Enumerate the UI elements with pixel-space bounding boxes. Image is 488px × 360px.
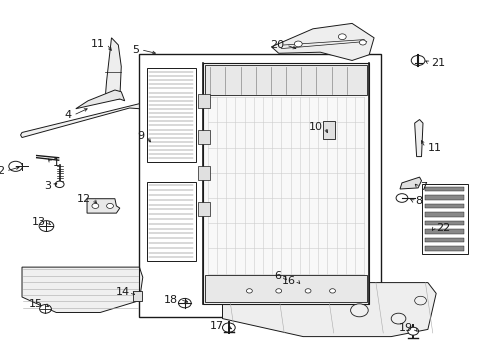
Circle shape: [350, 304, 367, 317]
Bar: [425, 229, 463, 234]
Bar: [425, 204, 463, 208]
Text: 13: 13: [32, 217, 46, 228]
Bar: [425, 187, 463, 191]
Circle shape: [246, 289, 252, 293]
Bar: [205, 275, 366, 302]
Circle shape: [92, 203, 99, 208]
Circle shape: [329, 289, 335, 293]
Text: 15: 15: [29, 299, 43, 309]
Circle shape: [305, 289, 310, 293]
Bar: [133, 291, 142, 301]
Text: 11: 11: [90, 39, 104, 49]
Text: 3: 3: [44, 181, 51, 192]
Bar: [322, 121, 334, 139]
Text: 21: 21: [430, 58, 445, 68]
Text: 1: 1: [53, 158, 60, 168]
Bar: [198, 166, 210, 180]
Polygon shape: [22, 267, 142, 312]
Polygon shape: [222, 283, 435, 337]
Polygon shape: [271, 23, 373, 60]
Circle shape: [40, 305, 51, 313]
Bar: [203, 63, 368, 304]
Circle shape: [414, 296, 426, 305]
Polygon shape: [105, 38, 121, 99]
Text: 19: 19: [398, 323, 412, 333]
Text: 9: 9: [137, 131, 144, 141]
Polygon shape: [87, 199, 120, 213]
Bar: [425, 212, 463, 217]
Bar: [139, 54, 381, 317]
Text: 22: 22: [435, 222, 449, 233]
Circle shape: [395, 194, 407, 202]
Text: 4: 4: [64, 110, 71, 120]
Text: 5: 5: [132, 45, 139, 55]
Bar: [205, 65, 366, 95]
Circle shape: [294, 41, 302, 47]
Text: 11: 11: [427, 143, 441, 153]
Text: 2: 2: [0, 166, 4, 176]
Bar: [425, 238, 463, 242]
Text: 16: 16: [281, 276, 295, 286]
Bar: [425, 221, 463, 225]
Circle shape: [178, 298, 191, 308]
Circle shape: [222, 323, 235, 332]
Circle shape: [359, 40, 366, 45]
Circle shape: [407, 327, 418, 335]
Circle shape: [55, 181, 64, 188]
Bar: [198, 130, 210, 144]
Text: 7: 7: [419, 182, 427, 192]
Bar: [425, 195, 463, 200]
Polygon shape: [20, 104, 139, 138]
Text: 8: 8: [414, 196, 422, 206]
Polygon shape: [414, 120, 422, 157]
Bar: [198, 202, 210, 216]
Text: 6: 6: [274, 271, 281, 282]
Text: 14: 14: [116, 287, 130, 297]
Bar: [146, 182, 195, 261]
Text: 10: 10: [308, 122, 323, 132]
Text: 20: 20: [269, 40, 284, 50]
Circle shape: [390, 313, 405, 324]
Circle shape: [338, 34, 346, 40]
Text: 12: 12: [77, 194, 91, 204]
Circle shape: [106, 203, 113, 208]
Bar: [421, 184, 467, 254]
Polygon shape: [399, 177, 421, 189]
Text: 17: 17: [209, 321, 224, 331]
Bar: [146, 68, 195, 162]
Text: 18: 18: [163, 294, 178, 305]
Circle shape: [410, 55, 424, 66]
Bar: [425, 246, 463, 251]
Circle shape: [39, 221, 54, 231]
Polygon shape: [76, 90, 124, 109]
Circle shape: [9, 161, 22, 171]
Circle shape: [275, 289, 281, 293]
Bar: [198, 94, 210, 108]
